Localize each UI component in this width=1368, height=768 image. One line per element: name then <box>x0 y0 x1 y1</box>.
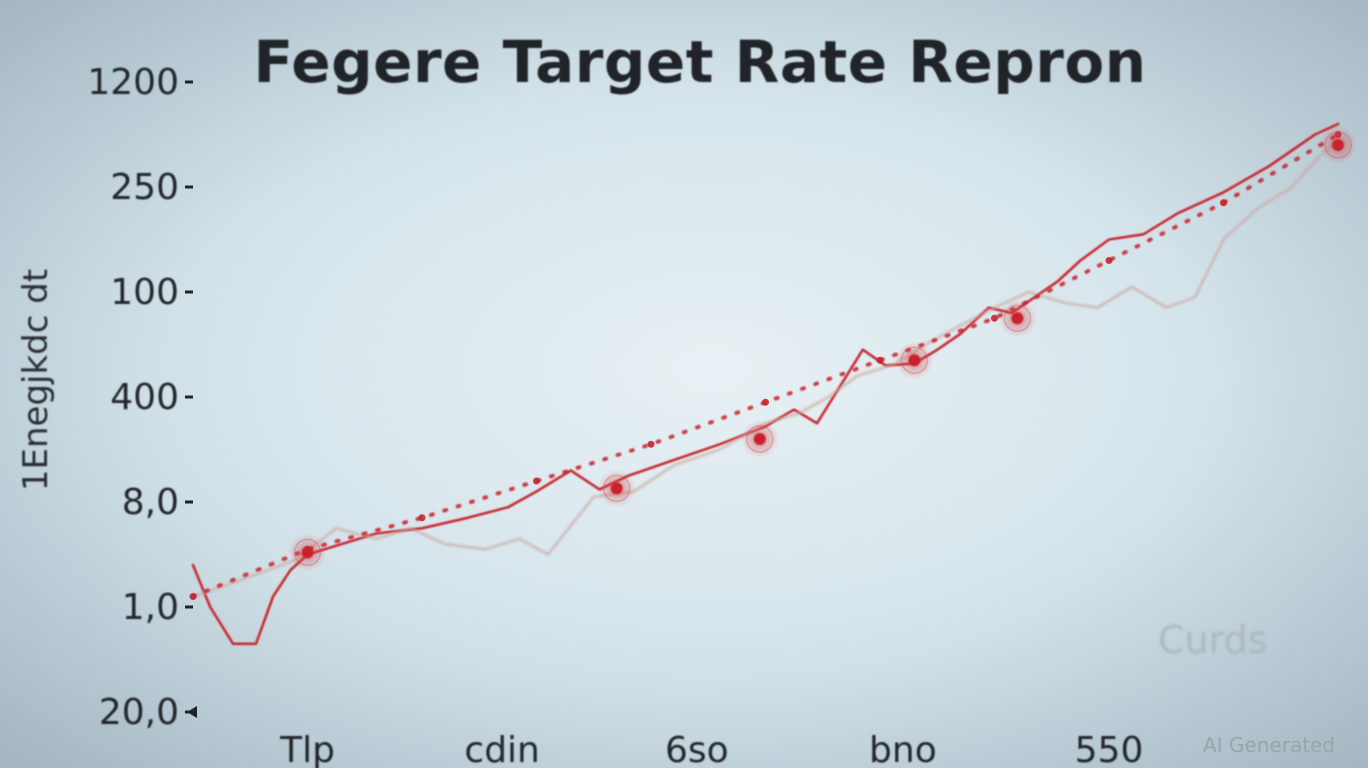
y-tick-label: 100 <box>110 272 179 313</box>
y-tick-label: 1200 <box>87 62 179 103</box>
point-ring <box>900 346 929 374</box>
point-ring <box>1003 304 1032 332</box>
y-tick-label: 8,0 <box>122 482 179 523</box>
trend-point <box>991 314 998 322</box>
legend-label: Curds <box>1158 618 1268 662</box>
chart-title: Fegere Target Rate Repron <box>253 28 1147 96</box>
series-layer <box>189 122 1342 646</box>
trend-point <box>876 356 884 364</box>
y-tick-label: 250 <box>110 167 179 208</box>
highlight-points <box>288 126 1357 572</box>
point-ring <box>746 425 774 453</box>
highlight-point <box>908 354 921 367</box>
point-ring <box>293 538 322 567</box>
point-ring <box>602 474 631 503</box>
trend-point <box>1105 257 1113 264</box>
series-line-secondary <box>191 138 1340 598</box>
series-line-dotted <box>191 132 1340 599</box>
highlight-point <box>610 482 623 495</box>
series-line-primary <box>191 122 1340 646</box>
highlight-point <box>301 546 314 559</box>
x-tick-label: Tlp <box>279 730 335 768</box>
point-ring <box>1324 131 1352 159</box>
legend: Curds <box>1158 618 1268 662</box>
trend-point <box>418 514 426 522</box>
y-ticks: 1200 250 100 400 8,0 1,0 20,0 <box>87 62 193 733</box>
x-tick-label: cdin <box>464 730 539 768</box>
trend-point <box>1220 199 1227 207</box>
x-ticks: Tlp cdin 6so bno 550 <box>279 694 1329 768</box>
highlight-point <box>753 433 766 445</box>
highlight-point <box>1011 312 1024 325</box>
x-tick-label: 550 <box>1075 730 1144 768</box>
y-tick-label: 1,0 <box>122 587 179 628</box>
trend-point <box>533 477 540 485</box>
trend-point <box>189 593 197 600</box>
highlight-point <box>1332 139 1344 151</box>
x-tick-label: bno <box>869 730 937 768</box>
watermark: AI Generated <box>1203 733 1336 757</box>
trend-point <box>762 398 769 406</box>
y-tick-label: 20,0 <box>99 692 179 733</box>
y-tick-label: 400 <box>110 377 179 418</box>
trend-point <box>647 440 655 448</box>
x-tick-label: 6so <box>665 730 729 768</box>
